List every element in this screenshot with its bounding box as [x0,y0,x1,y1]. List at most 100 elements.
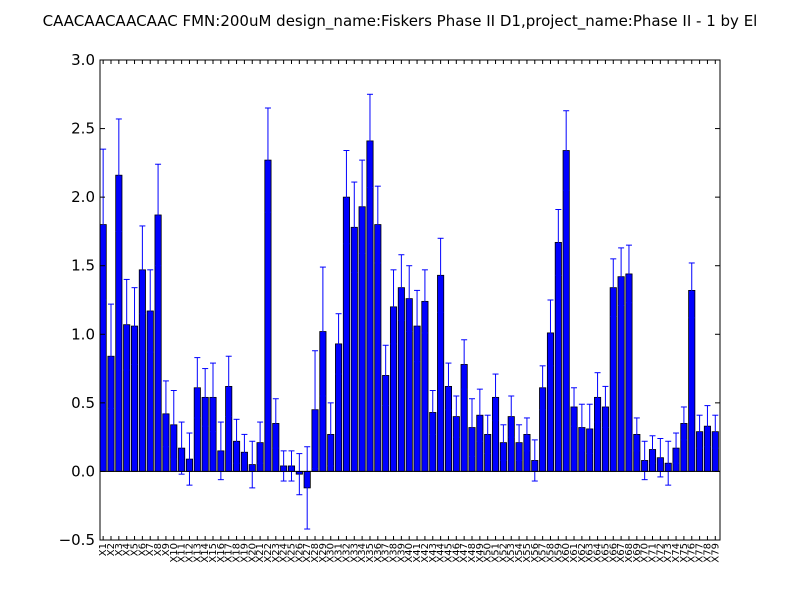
error-bar-X30 [327,402,334,467]
error-bar-X73 [665,440,672,486]
y-tick-label: −0.5 [59,531,95,549]
y-tick-label: 0.5 [71,394,95,412]
error-bar-X33 [351,181,358,274]
y-tick-label: 1.5 [71,257,95,275]
y-tick: 1.5 [71,257,720,275]
error-bar-X20 [249,440,256,489]
x-tick-label-X11: X11 [177,543,188,563]
error-bar-X19 [241,433,248,471]
x-tick-label-X42: X42 [420,543,431,563]
x-tick-label-X33: X33 [349,543,360,563]
error-bar-X38 [390,269,397,345]
y-tick-label: 3.0 [71,51,95,69]
error-bar-X22 [264,107,271,213]
error-bar-X56 [531,439,538,482]
error-bar-X15 [210,362,217,433]
x-tick-label-X53: X53 [506,543,517,563]
error-bar-X61 [571,387,578,427]
bar-X35 [366,140,374,472]
y-tick: 1.0 [71,325,720,343]
error-bar-X3 [115,118,122,232]
y-tick: 0.5 [71,394,720,412]
y-tick-label: 1.0 [71,325,95,343]
x-tick-label-X26: X26 [294,543,305,563]
x-tick-label-X18: X18 [232,543,243,563]
error-bar-X12 [186,432,193,486]
x-tick-label-X35: X35 [365,543,376,563]
x-tick-label-X23: X23 [271,543,282,563]
x-tick-label-X2: X2 [106,543,117,556]
error-bar-X75 [680,406,687,441]
x-tick-label-X66: X66 [608,543,619,563]
x-tick-label-X71: X71 [648,543,659,563]
bar-X60 [562,150,570,472]
error-bar-X7 [147,269,154,353]
error-bar-X36 [374,185,381,264]
x-tick-label-X28: X28 [310,543,321,563]
x-tick-label-X50: X50 [483,543,494,563]
x-tick-label-X69: X69 [632,543,643,563]
x-tick-label-X67: X67 [616,543,627,563]
x-tick-label-X77: X77 [695,543,706,563]
error-bars-layer [100,93,719,530]
x-tick-label-X61: X61 [569,543,580,563]
x-tick-label-X78: X78 [702,543,713,563]
x-tick-label-X24: X24 [279,543,290,563]
error-bar-X32 [343,150,350,245]
error-bar-X71 [649,435,656,464]
x-tick-label-X34: X34 [357,543,368,563]
x-tick-label-X19: X19 [239,543,250,563]
error-bar-X14 [202,368,209,427]
y-tick: 2.5 [71,120,720,138]
x-tick-label-X39: X39 [396,543,407,563]
x-tick-label-X31: X31 [334,543,345,563]
x-tick-label-X3: X3 [114,543,125,556]
x-tick-label-X54: X54 [514,543,525,563]
error-bar-X24 [280,450,287,482]
x-tick-label-X60: X60 [561,543,572,563]
x-tick-label-X16: X16 [216,543,227,563]
x-tick-label-X5: X5 [130,543,141,556]
y-axis-ticks: −0.5 0.0 0.5 1.0 1.5 2.0 2.5 3.0 [59,51,720,549]
error-bar-X9 [162,380,169,448]
error-bar-X35 [366,93,373,189]
error-bar-X37 [382,344,389,407]
error-bar-X44 [437,237,444,313]
x-tick-label-X52: X52 [498,543,509,563]
chart-title: CAACAACAACAAC FMN:200uM design_name:Fisk… [43,12,758,31]
error-bar-X77 [696,414,703,449]
error-bar-X78 [704,405,711,448]
error-bar-X54 [516,424,523,461]
y-tick: −0.5 [59,531,720,549]
x-tick-label-X44: X44 [436,543,447,563]
error-bar-X31 [335,313,342,375]
error-bar-X62 [578,403,585,452]
error-bar-X34 [359,159,366,254]
error-bar-X42 [421,269,428,334]
x-tick-label-X20: X20 [247,543,258,563]
error-bar-X10 [170,390,177,460]
x-tick-label-X14: X14 [200,543,211,563]
error-bar-X49 [476,388,483,442]
x-tick-label-X56: X56 [530,543,541,563]
error-bar-X79 [712,414,719,449]
x-tick-label-X76: X76 [687,543,698,563]
y-tick-label: 0.0 [71,462,95,480]
error-bar-X59 [555,208,562,276]
x-tick-label-X32: X32 [341,543,352,563]
error-bar-X6 [139,225,146,315]
x-tick-label-X64: X64 [593,543,604,563]
error-bar-X64 [594,372,601,423]
error-bar-X60 [563,110,570,191]
x-tick-label-X74: X74 [671,543,682,563]
error-bar-X8 [155,163,162,267]
error-bar-X63 [586,403,593,455]
y-tick-label: 2.5 [71,120,95,138]
y-tick: 0.0 [71,462,720,480]
error-bar-X68 [625,244,632,304]
x-tick-label-X4: X4 [122,543,133,556]
y-tick: 3.0 [71,51,720,69]
x-tick-label-X46: X46 [451,543,462,563]
x-tick-label-X62: X62 [577,543,588,563]
